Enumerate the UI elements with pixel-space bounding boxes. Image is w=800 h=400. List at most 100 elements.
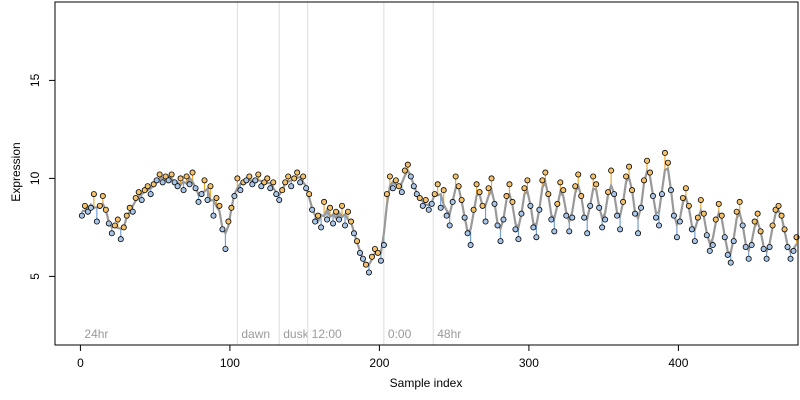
data-point [730, 238, 737, 245]
data-point [120, 224, 127, 231]
axes: 0 100 200 300 400 5 10 15 [28, 73, 689, 370]
x-tick-label: 300 [519, 356, 539, 370]
data-point [353, 238, 360, 245]
data-point [231, 193, 238, 200]
data-point [584, 230, 591, 237]
data-point [491, 200, 498, 207]
data-point [739, 222, 746, 229]
data-point [455, 183, 462, 190]
data-point [629, 187, 636, 194]
data-point [605, 189, 612, 196]
data-points [78, 149, 800, 276]
data-point [638, 204, 645, 211]
data-point [682, 185, 689, 192]
data-point [410, 183, 417, 190]
data-point [201, 177, 208, 184]
data-point [515, 236, 522, 243]
data-point [87, 204, 94, 211]
data-point [590, 173, 597, 180]
data-point [670, 212, 677, 219]
data-point [440, 187, 447, 194]
data-point [246, 173, 253, 180]
x-tick-label: 0 [77, 356, 84, 370]
data-point [700, 210, 707, 217]
data-point [443, 212, 450, 219]
data-point [676, 218, 683, 225]
data-point [273, 191, 280, 198]
data-point [485, 185, 492, 192]
data-point [111, 222, 118, 229]
data-point [467, 242, 474, 249]
data-point [733, 208, 740, 215]
data-point [461, 214, 468, 221]
data-point [371, 245, 378, 252]
data-point [706, 247, 713, 254]
x-axis-label: Sample index [390, 376, 463, 390]
data-point [416, 194, 423, 201]
data-point [356, 249, 363, 256]
data-point [99, 193, 106, 200]
data-point [407, 173, 414, 180]
data-point [204, 196, 211, 203]
data-point [129, 208, 136, 215]
data-point [658, 191, 665, 198]
data-point [644, 157, 651, 164]
data-point [288, 183, 295, 190]
data-point [177, 175, 184, 182]
data-point [276, 196, 283, 203]
data-point [237, 187, 244, 194]
data-point [81, 202, 88, 209]
data-point [446, 222, 453, 229]
y-tick-label: 10 [28, 171, 42, 185]
data-point [90, 191, 97, 198]
data-point [219, 226, 226, 233]
data-point [264, 175, 271, 182]
data-point [285, 173, 292, 180]
data-point [748, 242, 755, 249]
data-point [536, 206, 543, 213]
data-point [234, 175, 241, 182]
x-tick-label: 200 [369, 356, 389, 370]
data-point [709, 242, 716, 249]
data-point [599, 224, 606, 231]
data-point [123, 212, 130, 219]
data-point [572, 183, 579, 190]
data-point [425, 206, 432, 213]
data-point [389, 185, 396, 192]
data-point [545, 191, 552, 198]
data-point [306, 191, 313, 198]
segment-label: dusk [283, 327, 309, 341]
data-point [697, 196, 704, 203]
data-point [593, 181, 600, 188]
data-point [374, 249, 381, 256]
data-point [267, 185, 274, 192]
data-point [386, 173, 393, 180]
data-point [781, 226, 788, 233]
data-point [754, 210, 761, 217]
data-point [688, 226, 695, 233]
data-point [153, 177, 160, 184]
data-point [282, 179, 289, 186]
data-point [772, 206, 779, 213]
data-point [377, 257, 384, 264]
y-axis-label: Expression [9, 142, 23, 201]
data-point [745, 255, 752, 262]
data-point [727, 259, 734, 266]
data-point [147, 191, 154, 198]
data-point [787, 255, 794, 262]
data-point [664, 159, 671, 166]
segment-label: 24hr [84, 327, 108, 341]
data-point [500, 216, 507, 223]
data-point [679, 194, 686, 201]
data-point [336, 216, 343, 223]
data-point [587, 202, 594, 209]
data-point [84, 208, 91, 215]
data-point [718, 212, 725, 219]
data-point [769, 222, 776, 229]
data-point [479, 202, 486, 209]
x-tick-label: 400 [668, 356, 688, 370]
data-point [673, 234, 680, 241]
data-point [497, 238, 504, 245]
